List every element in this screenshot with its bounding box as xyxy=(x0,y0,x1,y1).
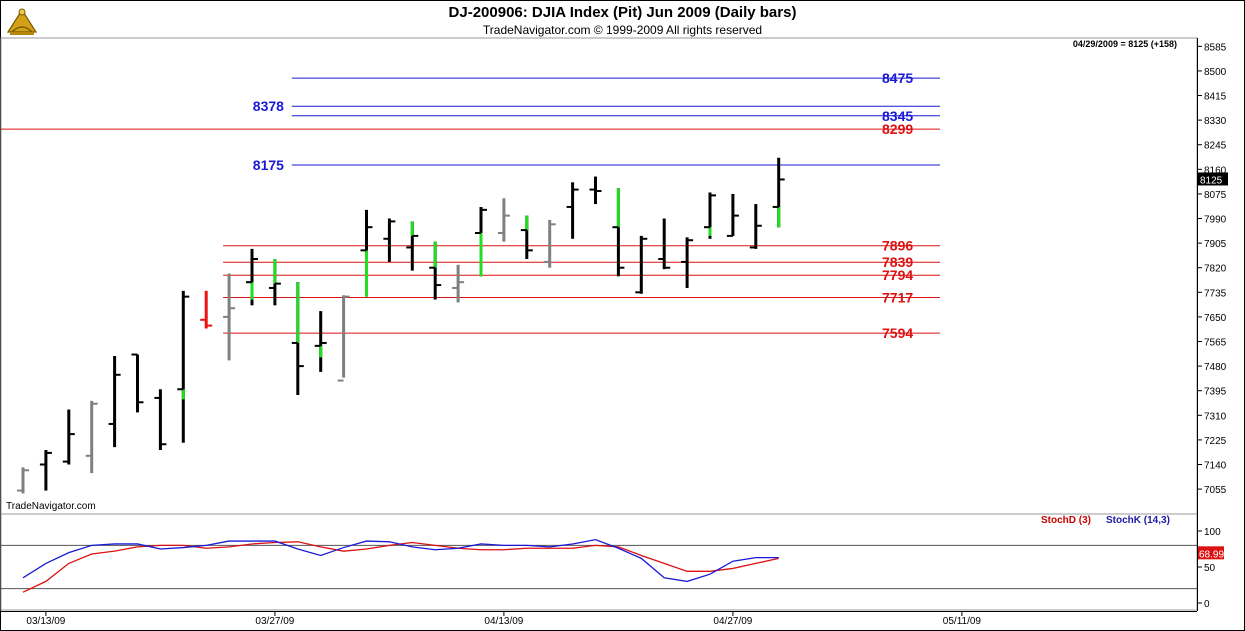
stoch-series-line xyxy=(22,538,779,583)
ohlc-bar xyxy=(246,248,258,306)
level-label: 7896 xyxy=(882,238,913,254)
ohlc-bar xyxy=(658,218,671,270)
ohlc-bar xyxy=(749,204,762,249)
stoch-last-label: 68.99 xyxy=(1199,549,1224,560)
ohlc-bar xyxy=(681,237,694,288)
price-readout: 04/29/2009 = 8125 (+158) xyxy=(1072,39,1177,49)
x-tick-label: 04/27/09 xyxy=(713,616,752,627)
level-label: 8378 xyxy=(253,98,284,114)
ohlc-bar xyxy=(520,215,533,260)
y-tick-label: 7565 xyxy=(1204,338,1227,349)
y-tick-label: 8075 xyxy=(1204,190,1227,201)
x-tick-label: 04/13/09 xyxy=(484,616,523,627)
chart-subtitle: TradeNavigator.com © 1999-2009 All right… xyxy=(482,23,763,37)
last-price-badge xyxy=(1198,172,1228,186)
price-axis: 8585 8500 8415 8330 8245 8160 8075 7990 7905 7820… xyxy=(1197,42,1228,496)
ohlc-bar xyxy=(429,241,442,300)
ohlc-bar xyxy=(452,264,465,303)
level-label: 7839 xyxy=(882,254,913,270)
ohlc-bar xyxy=(268,259,281,306)
y-tick-label: 7905 xyxy=(1204,239,1227,250)
last-price-label: 8125 xyxy=(1200,175,1223,186)
y-tick-label: 7140 xyxy=(1204,460,1227,471)
ohlc-bar xyxy=(85,400,98,474)
y-tick-label: 7055 xyxy=(1204,485,1227,496)
ohlc-bar xyxy=(726,193,739,237)
level-label: 8175 xyxy=(253,157,284,173)
ohlc-bar xyxy=(589,176,602,205)
stoch-axis: 100 50 0 68.99 xyxy=(1197,527,1224,610)
ohlc-bar xyxy=(497,198,510,242)
ohlc-bar xyxy=(314,311,327,372)
y-tick-label: 7650 xyxy=(1204,313,1227,324)
ohlc-bar xyxy=(39,450,52,491)
date-axis: 03/13/09 03/27/09 04/13/09 04/27/09 05/11/09 xyxy=(26,611,981,627)
y-tick-label: 8245 xyxy=(1204,141,1227,152)
watermark: TradeNavigator.com xyxy=(6,501,96,512)
y-tick-label: 7735 xyxy=(1204,288,1227,299)
ohlc-bar xyxy=(177,290,190,443)
ohlc-bar xyxy=(337,295,350,382)
ohlc-bar xyxy=(154,389,167,451)
level-label: 7794 xyxy=(882,267,913,283)
y-tick-label: 7395 xyxy=(1204,387,1227,398)
ohlc-bar xyxy=(62,409,75,465)
ohlc-bar xyxy=(612,188,625,277)
y-tick-label: 8500 xyxy=(1204,67,1227,78)
level-label: 8345 xyxy=(882,108,913,124)
stoch-panel xyxy=(0,513,1198,611)
x-tick-label: 05/11/09 xyxy=(943,616,982,627)
y-tick-label: 7225 xyxy=(1204,436,1227,447)
y-tick-label: 8330 xyxy=(1204,116,1227,127)
ohlc-bar xyxy=(475,206,487,277)
stoch-last-badge xyxy=(1198,546,1224,560)
level-label: 8475 xyxy=(882,70,913,86)
stoch-y-tick-label: 100 xyxy=(1204,527,1221,538)
level-label: 8299 xyxy=(882,121,913,137)
level-label: 7717 xyxy=(882,290,913,306)
y-tick-label: 8160 xyxy=(1204,165,1227,176)
y-tick-label: 7820 xyxy=(1204,264,1227,275)
legend-stochd: StochD (3) xyxy=(1041,515,1091,526)
ohlc-bar xyxy=(635,235,648,294)
ohlc-bar xyxy=(131,353,144,413)
price-bars xyxy=(17,157,785,494)
ohlc-bar xyxy=(406,221,419,271)
x-tick-label: 03/27/09 xyxy=(255,616,294,627)
y-tick-label: 7310 xyxy=(1204,411,1227,422)
ohlc-bar xyxy=(704,192,716,239)
sextant-logo-icon xyxy=(6,8,38,35)
level-label: 7594 xyxy=(882,325,913,341)
ohlc-bar xyxy=(223,273,236,361)
y-tick-label: 8585 xyxy=(1204,42,1227,53)
ohlc-bar xyxy=(200,290,213,329)
ohlc-bar xyxy=(17,467,29,494)
y-tick-label: 8415 xyxy=(1204,92,1227,103)
ohlc-bar xyxy=(383,218,396,262)
ohlc-bar xyxy=(772,157,785,228)
ohlc-bar xyxy=(360,209,373,297)
price-panel xyxy=(0,37,1198,515)
x-tick-label: 03/13/09 xyxy=(26,616,65,627)
chart-title: DJ-200906: DJIA Index (Pit) Jun 2009 (Da… xyxy=(448,4,797,21)
stoch-y-tick-label: 0 xyxy=(1204,599,1210,610)
y-tick-label: 7480 xyxy=(1204,362,1227,373)
ohlc-bar xyxy=(291,282,304,396)
ohlc-bar xyxy=(108,355,121,448)
stoch-y-tick-label: 50 xyxy=(1204,563,1216,574)
y-tick-label: 7990 xyxy=(1204,215,1227,226)
legend-stochk: StochK (14,3) xyxy=(1106,515,1170,526)
ohlc-bar xyxy=(566,182,579,239)
stochastic-lines xyxy=(1,538,1197,593)
ohlc-bar xyxy=(543,219,556,268)
